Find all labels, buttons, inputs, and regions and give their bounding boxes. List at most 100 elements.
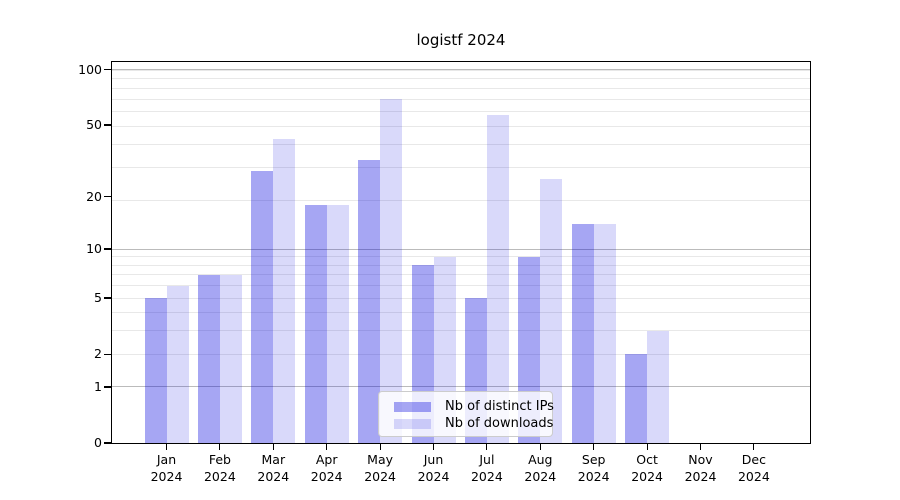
gridline (112, 144, 810, 146)
x-tick-month: Mar (261, 452, 286, 467)
x-tick-mark (646, 443, 648, 450)
gridline (112, 386, 810, 388)
gridline (112, 330, 810, 332)
gridline (112, 69, 810, 71)
x-tick-month: Apr (315, 452, 338, 467)
bar-nb-of-distinct-ips-mar (251, 170, 274, 443)
x-tick-label: Apr 2024 (295, 451, 359, 485)
gridline (112, 353, 810, 355)
x-tick-month: Jun (423, 452, 444, 467)
x-tick-year: 2024 (631, 469, 663, 484)
y-tick-label: 20 (86, 188, 102, 204)
x-tick-mark (326, 443, 328, 450)
x-tick-year: 2024 (737, 469, 770, 484)
y-tick-label: 50 (86, 116, 102, 132)
x-tick-mark (539, 443, 541, 450)
x-tick-year: 2024 (310, 469, 343, 484)
legend-label-downloads: Nb of downloads (445, 415, 554, 431)
legend: Nb of distinct IPs Nb of downloads (378, 391, 554, 437)
y-tick-label: 2 (94, 346, 102, 362)
gridline (112, 274, 810, 276)
x-tick-label: Jan 2024 (135, 451, 199, 485)
x-tick-month: Sep (581, 452, 606, 467)
bar-nb-of-downloads-aug (540, 179, 563, 443)
x-tick-mark (379, 443, 381, 450)
x-tick-month: Jan (156, 452, 177, 467)
x-tick-year: 2024 (470, 469, 503, 484)
bar-nb-of-downloads-jul (486, 114, 509, 443)
x-tick-label: Oct 2024 (615, 451, 679, 485)
y-tick-mark (104, 297, 111, 299)
y-tick-mark (104, 442, 111, 444)
legend-item: Nb of distinct IPs (394, 398, 554, 415)
legend-swatch-distinct-ips (394, 401, 431, 412)
x-tick-year: 2024 (684, 469, 717, 484)
gridline (112, 200, 810, 202)
legend-item: Nb of downloads (394, 415, 554, 432)
bar-nb-of-downloads-jan (166, 285, 189, 443)
bars-layer (112, 62, 810, 443)
x-tick-label: May 2024 (348, 451, 412, 485)
bar-nb-of-distinct-ips-oct (625, 354, 648, 443)
y-tick-label: 0 (94, 435, 102, 450)
gridline (112, 264, 810, 266)
x-tick-year: 2024 (577, 469, 610, 484)
x-tick-mark (753, 443, 755, 450)
y-tick-mark (104, 69, 111, 71)
x-tick-month: May (367, 452, 394, 467)
y-tick-mark (104, 386, 111, 388)
gridline (112, 256, 810, 258)
x-tick-label: Nov 2024 (669, 451, 733, 485)
bar-nb-of-distinct-ips-sep (571, 223, 594, 443)
x-tick-mark (432, 443, 435, 450)
x-tick-year: 2024 (150, 469, 183, 484)
y-tick-mark (104, 248, 111, 250)
x-tick-mark (486, 443, 488, 450)
x-tick-mark (272, 443, 274, 450)
x-tick-month: Nov (688, 452, 713, 467)
bar-nb-of-downloads-apr (326, 204, 349, 443)
x-tick-month: Dec (741, 452, 766, 467)
y-tick-label: 1 (94, 378, 102, 394)
gridline (112, 111, 810, 113)
gridline (112, 87, 810, 89)
y-tick-label: 10 (86, 241, 102, 256)
bar-nb-of-distinct-ips-feb (197, 274, 220, 443)
gridline (112, 285, 810, 287)
gridline (112, 248, 810, 250)
gridline (112, 297, 810, 299)
x-tick-month: Oct (636, 452, 658, 467)
bar-nb-of-downloads-may (380, 99, 403, 443)
x-tick-label: Mar 2024 (241, 451, 305, 485)
legend-swatch-downloads (394, 418, 431, 429)
gridline (112, 78, 810, 80)
bar-nb-of-downloads-sep (593, 223, 616, 443)
bar-nb-of-distinct-ips-jan (144, 298, 167, 443)
x-tick-year: 2024 (257, 469, 290, 484)
gridline (112, 126, 810, 128)
y-tick-mark (104, 196, 111, 198)
y-tick-mark (104, 353, 111, 355)
x-tick-mark (219, 443, 221, 450)
x-tick-year: 2024 (417, 469, 450, 484)
x-tick-label: Jun 2024 (402, 451, 466, 485)
bar-nb-of-downloads-mar (273, 138, 296, 443)
legend-label-distinct-ips: Nb of distinct IPs (445, 398, 554, 414)
bar-nb-of-distinct-ips-may (358, 160, 381, 443)
x-tick-label: Aug 2024 (508, 451, 572, 485)
x-tick-mark (699, 443, 702, 450)
x-tick-mark (165, 443, 168, 450)
gridline (112, 98, 810, 100)
bar-nb-of-downloads-oct (647, 330, 670, 443)
x-tick-year: 2024 (364, 469, 396, 484)
grid-layer (112, 62, 810, 443)
gridline (112, 167, 810, 169)
bar-nb-of-downloads-feb (219, 274, 242, 443)
gridline (112, 69, 810, 71)
y-tick-label: 100 (78, 61, 102, 77)
x-tick-month: Jul (479, 452, 495, 467)
x-tick-month: Aug (528, 452, 553, 467)
y-tick-mark (104, 124, 111, 126)
x-tick-mark (593, 443, 595, 450)
